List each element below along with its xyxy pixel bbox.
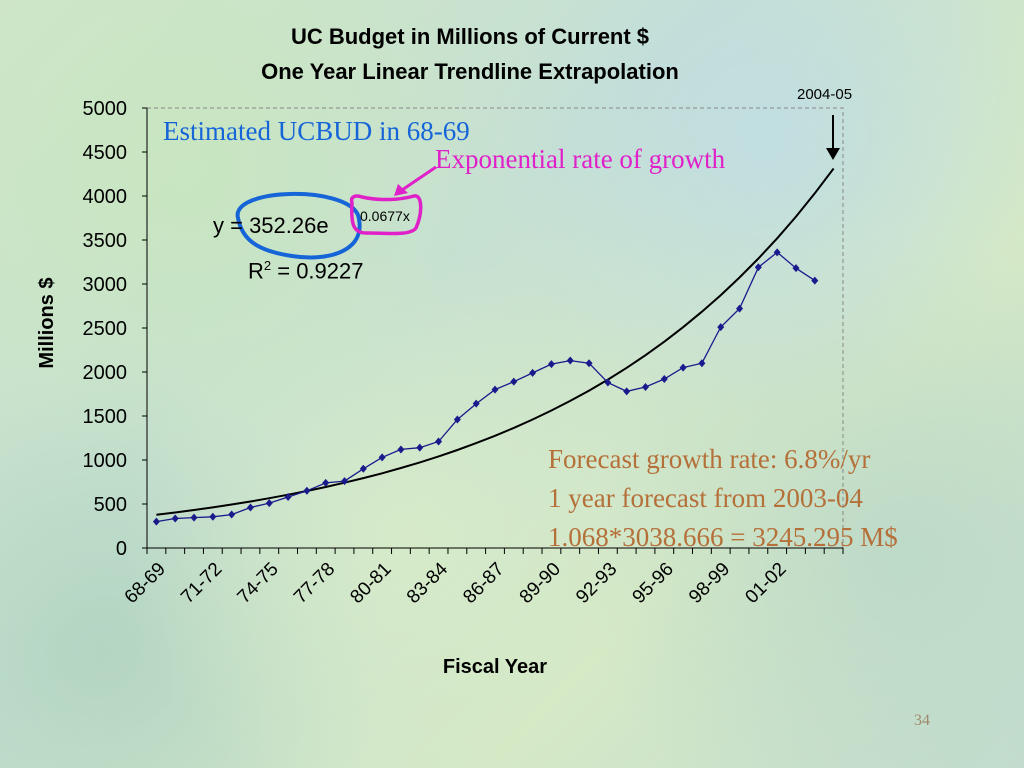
x-tick-label: 77-78 — [290, 559, 339, 608]
trendline — [156, 167, 835, 516]
data-point — [303, 486, 311, 495]
callout-year-label: 2004-05 — [797, 86, 853, 103]
data-point — [265, 499, 273, 508]
r-squared-label: R — [248, 258, 264, 284]
forecast-line-3: 1.068*3038.666 = 3245.295 M$ — [548, 522, 898, 552]
data-point — [547, 360, 555, 369]
forecast-line-1: Forecast growth rate: 6.8%/yr — [548, 444, 871, 474]
data-point — [453, 415, 461, 424]
data-point — [811, 276, 819, 285]
data-point — [754, 263, 762, 272]
x-tick-label: 92-93 — [572, 559, 621, 608]
data-point — [152, 517, 160, 526]
exponent-arrow-head — [394, 184, 408, 196]
r-squared: R2 = 0.9227 — [248, 258, 364, 284]
x-tick-label: 83-84 — [403, 558, 453, 608]
x-tick-label: 74-75 — [234, 559, 283, 608]
x-tick-label: 71-72 — [177, 559, 226, 608]
data-point — [510, 377, 518, 386]
chart-title-line1: UC Budget in Millions of Current $ — [290, 24, 650, 49]
data-point — [773, 248, 781, 257]
y-tick-label: 1000 — [83, 450, 128, 472]
y-axis-title: Millions $ — [36, 277, 58, 368]
x-tick-label: 98-99 — [685, 559, 734, 608]
data-point — [397, 445, 405, 454]
data-point — [566, 356, 574, 365]
data-point — [284, 492, 292, 501]
x-tick-label: 80-81 — [346, 559, 395, 608]
data-point — [698, 359, 706, 368]
y-tick-label: 2000 — [83, 362, 128, 384]
callout-arrow-head — [826, 148, 840, 160]
data-point — [359, 464, 367, 473]
data-point — [736, 304, 744, 313]
data-point — [641, 382, 649, 391]
r-squared-value: = 0.9227 — [271, 258, 364, 284]
data-point — [604, 378, 612, 387]
exponential-annotation: Exponential rate of growth — [435, 144, 726, 174]
y-tick-label: 500 — [94, 494, 127, 516]
exponent-circle — [349, 194, 423, 236]
exponent-arrow-shaft — [401, 165, 437, 192]
y-tick-label: 0 — [116, 538, 127, 560]
data-point — [322, 478, 330, 487]
x-tick-label: 95-96 — [629, 559, 678, 608]
data-point — [416, 443, 424, 452]
trend-equation-exponent: 0.0677x — [360, 208, 410, 224]
y-tick-label: 3000 — [83, 274, 128, 296]
page-number: 34 — [914, 712, 930, 729]
r-squared-sup: 2 — [263, 258, 272, 273]
data-point — [585, 359, 593, 368]
data-point — [660, 375, 668, 384]
data-point — [472, 399, 480, 408]
series-line — [156, 251, 816, 523]
y-tick-label: 1500 — [83, 406, 128, 428]
x-axis-title: Fiscal Year — [443, 656, 547, 678]
chart-title-line2: One Year Linear Trendline Extrapolation — [261, 59, 679, 84]
data-point — [378, 453, 386, 462]
data-point — [679, 363, 687, 372]
y-tick-label: 5000 — [83, 98, 128, 120]
data-point — [623, 387, 631, 396]
data-point — [190, 513, 198, 522]
data-point — [228, 510, 236, 519]
x-tick-label: 68-69 — [121, 559, 170, 608]
x-tick-label: 01-02 — [741, 559, 790, 608]
estimated-annotation: Estimated UCBUD in 68-69 — [163, 116, 470, 146]
data-point — [491, 385, 499, 394]
forecast-note: Forecast growth rate: 6.8%/yr 1 year for… — [548, 440, 898, 557]
data-point — [435, 437, 443, 446]
data-point — [341, 477, 349, 486]
trend-equation: y = 352.26e — [213, 213, 329, 238]
y-tick-label: 3500 — [83, 230, 128, 252]
y-tick-label: 4500 — [83, 142, 128, 164]
data-point — [529, 368, 537, 377]
data-point — [171, 514, 179, 523]
x-tick-label: 89-90 — [516, 559, 565, 608]
data-point — [209, 512, 217, 521]
data-point — [792, 264, 800, 273]
x-tick-label: 86-87 — [459, 559, 508, 608]
data-point — [717, 323, 725, 332]
y-tick-label: 4000 — [83, 186, 128, 208]
plot-area-border — [147, 107, 844, 548]
coefficient-circle — [235, 192, 362, 260]
y-tick-label: 2500 — [83, 318, 128, 340]
data-point — [246, 503, 254, 512]
forecast-line-2: 1 year forecast from 2003-04 — [548, 483, 863, 513]
